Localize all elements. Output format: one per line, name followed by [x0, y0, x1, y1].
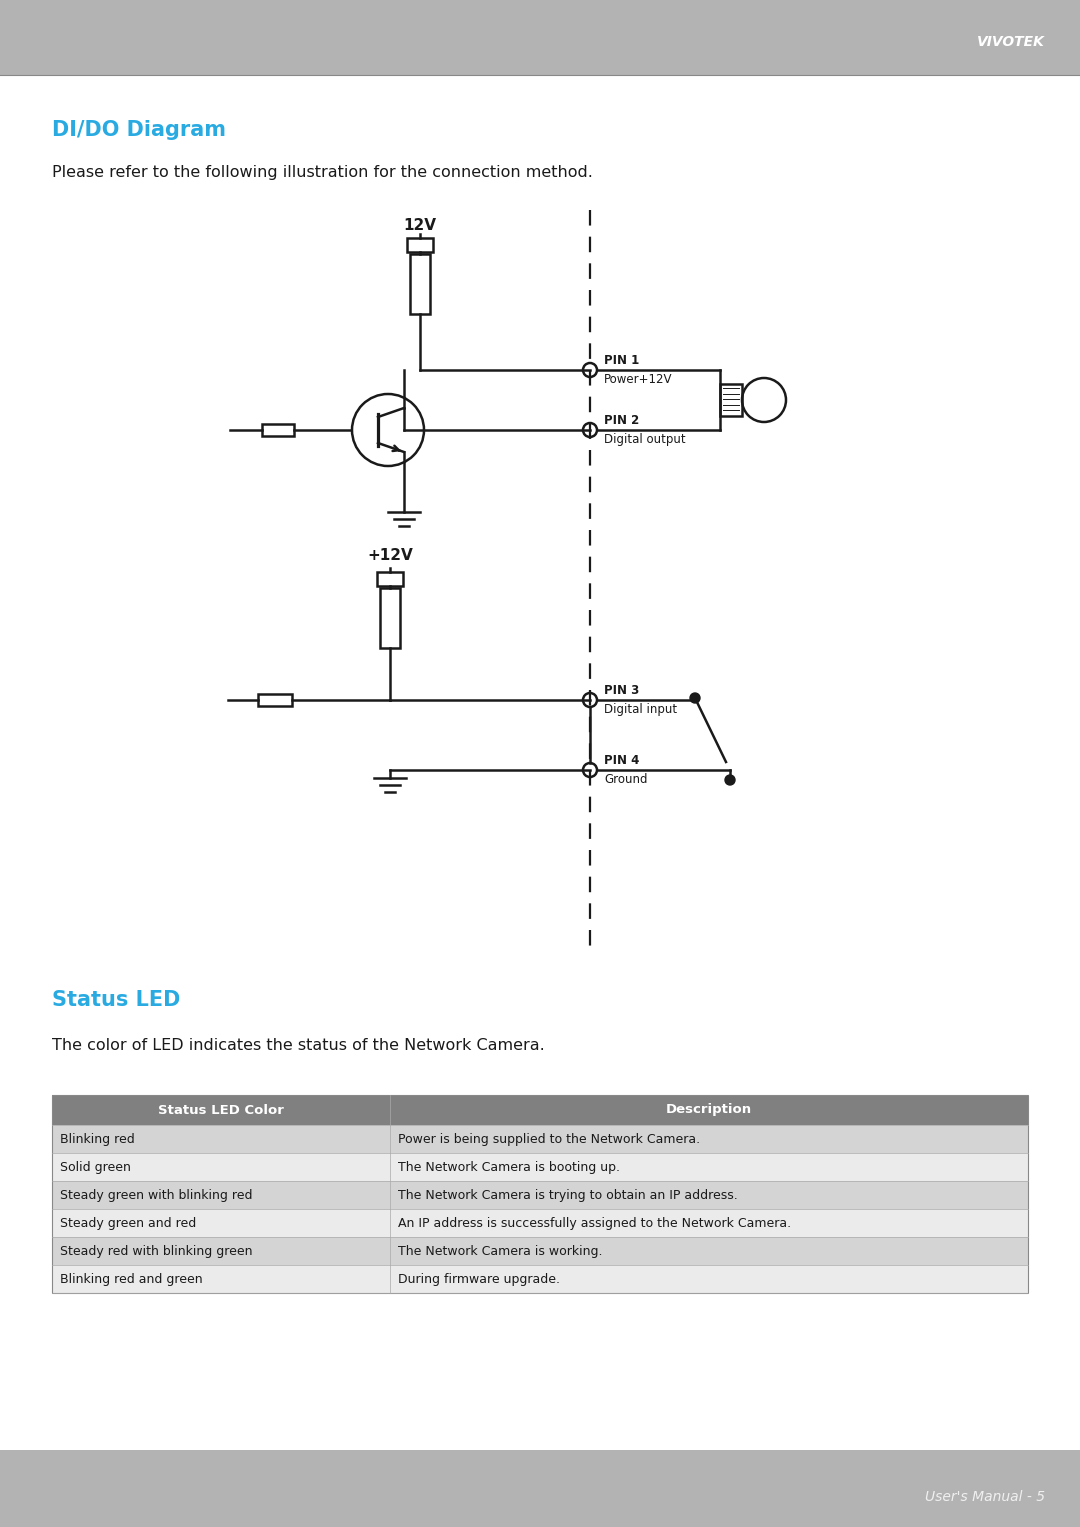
Bar — [52, 1237, 1028, 1264]
Text: Digital output: Digital output — [604, 434, 686, 446]
Text: The Network Camera is working.: The Network Camera is working. — [399, 1245, 603, 1258]
Text: During firmware upgrade.: During firmware upgrade. — [399, 1272, 561, 1286]
Text: DI/DO Diagram: DI/DO Diagram — [52, 121, 226, 140]
Bar — [407, 238, 433, 252]
Text: Ground: Ground — [604, 773, 648, 786]
Text: The color of LED indicates the status of the Network Camera.: The color of LED indicates the status of… — [52, 1038, 544, 1054]
Text: User's Manual - 5: User's Manual - 5 — [924, 1490, 1045, 1504]
Text: An IP address is successfully assigned to the Network Camera.: An IP address is successfully assigned t… — [399, 1217, 792, 1229]
Text: PIN 2: PIN 2 — [604, 414, 639, 428]
Text: 12V: 12V — [404, 218, 436, 234]
Text: +12V: +12V — [367, 548, 413, 563]
Text: Steady red with blinking green: Steady red with blinking green — [60, 1245, 253, 1258]
Bar — [258, 693, 292, 705]
Text: Blinking red: Blinking red — [60, 1133, 135, 1145]
Text: Blinking red and green: Blinking red and green — [60, 1272, 203, 1286]
Bar — [410, 253, 430, 315]
Text: VIVOTEK: VIVOTEK — [977, 35, 1045, 49]
Text: Please refer to the following illustration for the connection method.: Please refer to the following illustrati… — [52, 165, 593, 180]
Text: Status LED: Status LED — [52, 989, 180, 1009]
Text: Status LED Color: Status LED Color — [158, 1104, 284, 1116]
Bar — [377, 573, 403, 586]
Circle shape — [690, 693, 700, 702]
Text: Digital input: Digital input — [604, 702, 677, 716]
Bar — [52, 1125, 1028, 1153]
Text: The Network Camera is trying to obtain an IP address.: The Network Camera is trying to obtain a… — [399, 1188, 738, 1202]
Text: PIN 1: PIN 1 — [604, 354, 639, 366]
Text: PIN 3: PIN 3 — [604, 684, 639, 696]
Bar — [720, 383, 742, 415]
Bar — [52, 1180, 1028, 1209]
Text: Steady green and red: Steady green and red — [60, 1217, 197, 1229]
Text: Power+12V: Power+12V — [604, 373, 673, 386]
Bar — [262, 425, 294, 437]
Text: Power is being supplied to the Network Camera.: Power is being supplied to the Network C… — [399, 1133, 700, 1145]
Text: PIN 4: PIN 4 — [604, 754, 639, 767]
Bar — [52, 1264, 1028, 1293]
Circle shape — [725, 776, 735, 785]
Text: The Network Camera is booting up.: The Network Camera is booting up. — [399, 1161, 620, 1174]
Bar — [52, 1095, 1028, 1125]
Bar — [52, 1153, 1028, 1180]
Bar — [52, 1209, 1028, 1237]
Text: Steady green with blinking red: Steady green with blinking red — [60, 1188, 253, 1202]
Bar — [52, 1095, 1028, 1293]
Bar — [380, 588, 400, 647]
Bar — [0, 0, 1080, 75]
Bar — [0, 1451, 1080, 1527]
Text: Description: Description — [666, 1104, 752, 1116]
Text: Solid green: Solid green — [60, 1161, 131, 1174]
